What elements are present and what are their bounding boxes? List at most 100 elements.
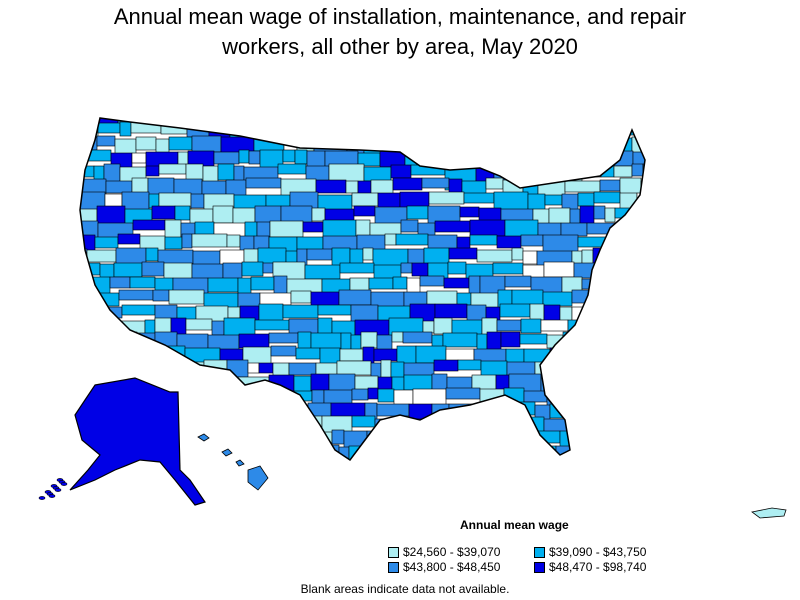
map-area	[523, 390, 548, 403]
map-area	[469, 219, 506, 237]
map-area	[145, 165, 160, 177]
map-area	[144, 319, 156, 335]
map-area	[442, 124, 470, 141]
aleutian-island	[54, 488, 62, 492]
map-area	[567, 373, 592, 398]
map-area	[616, 317, 634, 333]
map-area	[638, 118, 645, 119]
map-area	[469, 234, 498, 246]
map-area	[463, 192, 495, 204]
map-area	[181, 233, 193, 249]
map-area	[586, 446, 621, 458]
map-area	[507, 444, 542, 457]
map-area	[214, 444, 230, 460]
map-area	[257, 118, 283, 123]
map-area	[97, 122, 121, 134]
map-area	[302, 221, 324, 233]
map-area	[600, 150, 634, 167]
map-area	[408, 403, 433, 425]
map-area	[393, 389, 414, 407]
map-area	[562, 362, 580, 382]
map-area	[259, 292, 292, 306]
map-area	[212, 389, 239, 408]
map-area	[370, 443, 394, 460]
map-area	[577, 192, 595, 207]
map-area	[145, 247, 159, 262]
map-area	[298, 431, 333, 447]
map-area	[416, 443, 450, 458]
map-area	[351, 388, 369, 401]
map-area	[119, 121, 132, 137]
map-area	[188, 390, 214, 405]
map-area	[466, 443, 497, 460]
map-area	[627, 222, 645, 236]
legend-label-4: $48,470 - $98,740	[549, 560, 647, 574]
map-area	[259, 401, 288, 426]
map-area	[649, 402, 660, 423]
map-area	[296, 236, 324, 251]
map-area	[341, 118, 356, 123]
map-area	[611, 118, 640, 131]
map-area	[614, 207, 645, 219]
map-area	[226, 234, 241, 248]
map-area	[636, 429, 645, 448]
map-area	[212, 205, 234, 224]
legend-item-4: $48,470 - $98,740	[534, 560, 646, 574]
map-area	[454, 430, 489, 449]
map-area	[511, 118, 528, 126]
map-area	[80, 118, 98, 126]
map-area	[202, 165, 219, 184]
map-area	[340, 332, 352, 351]
legend-label-1: $24,560 - $39,070	[403, 545, 501, 559]
map-area	[649, 416, 667, 426]
map-area	[542, 234, 579, 254]
map-area	[519, 333, 548, 345]
map-area	[586, 222, 616, 235]
map-area	[87, 332, 99, 346]
map-area	[522, 250, 538, 265]
map-area	[596, 347, 632, 370]
map-area	[448, 445, 468, 460]
map-area	[113, 262, 143, 278]
map-area	[562, 137, 595, 157]
map-area	[392, 446, 418, 460]
map-area	[551, 136, 564, 152]
map-area	[613, 374, 645, 388]
map-area	[258, 362, 274, 374]
map-area	[550, 459, 575, 460]
map-area	[419, 275, 445, 287]
map-area	[487, 432, 516, 453]
map-area	[277, 163, 307, 175]
map-area	[425, 416, 461, 441]
map-area	[151, 205, 176, 220]
map-area	[185, 318, 213, 331]
map-area	[354, 118, 367, 126]
map-area	[339, 348, 364, 362]
map-area	[282, 149, 296, 163]
map-area	[338, 289, 372, 306]
map-area	[609, 122, 642, 136]
map-area	[478, 138, 499, 162]
map-area	[300, 118, 318, 132]
map-area	[491, 122, 504, 139]
map-area	[504, 457, 530, 460]
map-area	[304, 121, 329, 138]
map-area	[485, 177, 504, 190]
map-area	[384, 233, 397, 246]
map-area	[647, 431, 657, 448]
map-area	[634, 459, 645, 460]
map-area	[639, 264, 645, 285]
map-area	[640, 180, 645, 197]
map-area	[228, 446, 255, 459]
map-title: Annual mean wage of installation, mainte…	[0, 2, 800, 62]
map-area	[238, 149, 250, 164]
map-area	[573, 262, 597, 279]
map-area	[163, 262, 193, 280]
map-area	[502, 179, 524, 194]
map-area	[594, 402, 623, 427]
map-area	[459, 206, 480, 218]
map-area	[590, 374, 615, 390]
map-area	[404, 457, 435, 460]
map-area	[529, 122, 546, 141]
map-area	[363, 166, 392, 182]
